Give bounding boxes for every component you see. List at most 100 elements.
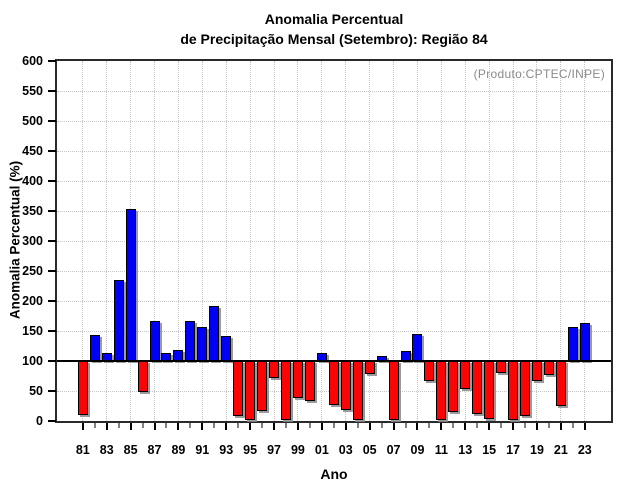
baseline-100	[57, 360, 611, 362]
y-tick	[48, 210, 56, 212]
bar-2020	[543, 361, 554, 376]
y-tick	[48, 240, 56, 242]
x-tick-major	[488, 423, 491, 430]
gridline-v	[273, 61, 275, 421]
plot-area: (Produto:CPTEC/INPE) 0 50 100 150 200 250 300 3…	[22, 54, 613, 457]
x-tick-major	[177, 423, 180, 430]
x-tick-label: 89	[171, 443, 186, 457]
x-tick-label: 93	[219, 443, 234, 457]
y-tick	[48, 90, 56, 92]
bar-2009	[412, 334, 423, 361]
x-tick-minor	[308, 423, 311, 428]
bar-2022	[567, 327, 578, 361]
x-tick-label: 11	[434, 443, 448, 457]
gridline-h	[57, 180, 611, 182]
gridline-v	[106, 61, 108, 421]
y-tick	[48, 270, 56, 272]
x-tick-major	[153, 423, 156, 430]
x-tick-major	[535, 423, 538, 430]
y-tick	[48, 360, 56, 362]
gridline-v	[536, 61, 538, 421]
x-tick-major	[105, 423, 108, 430]
bar-2018	[520, 361, 531, 416]
x-tick-major	[249, 423, 252, 430]
gridline-h	[57, 240, 611, 242]
bar-2011	[436, 361, 447, 421]
y-tick-label: 0	[36, 414, 43, 428]
x-tick-minor	[500, 423, 503, 428]
gridline-v	[416, 61, 418, 421]
x-tick-label: 07	[386, 443, 401, 457]
x-tick-label: 23	[577, 443, 592, 457]
x-tick-minor	[476, 423, 479, 428]
gridline-h	[57, 270, 611, 272]
bar-1990	[185, 320, 196, 361]
bar-2000	[304, 361, 315, 401]
bar-1986	[137, 361, 148, 393]
bar-2017	[508, 361, 519, 421]
chart-title-line2: de Precipitação Mensal (Setembro): Regiã…	[180, 31, 488, 47]
x-tick-major	[392, 423, 395, 430]
x-tick-major	[512, 423, 515, 430]
x-tick-major	[201, 423, 204, 430]
x-tick-minor	[524, 423, 527, 428]
x-tick-label: 99	[290, 443, 305, 457]
x-tick-minor	[547, 423, 550, 428]
y-tick-label: 400	[22, 174, 43, 188]
x-tick-label: 95	[243, 443, 258, 457]
bar-2014	[472, 361, 483, 414]
y-tick	[48, 60, 56, 62]
x-tick-minor	[165, 423, 168, 428]
gridline-v	[321, 61, 323, 421]
bar-1992	[209, 306, 220, 361]
x-tick-major	[583, 423, 586, 430]
x-tick-minor	[213, 423, 216, 428]
gridline-v	[393, 61, 395, 421]
y-tick-label: 600	[22, 54, 43, 68]
bar-1998	[280, 361, 291, 420]
bar-1996	[257, 361, 268, 411]
gridline-h	[57, 330, 611, 332]
gridline-h	[57, 210, 611, 212]
y-tick-label: 500	[22, 114, 43, 128]
x-tick-label: 91	[195, 443, 210, 457]
x-tick-major	[440, 423, 443, 430]
x-tick-label: 13	[458, 443, 473, 457]
x-tick-major	[81, 423, 84, 430]
y-tick	[48, 420, 56, 422]
bar-1984	[113, 280, 124, 361]
bar-1995	[245, 361, 256, 421]
gridline-v	[249, 61, 251, 421]
bar-2010	[424, 361, 435, 382]
x-tick-minor	[380, 423, 383, 428]
x-tick-label: 83	[99, 443, 114, 457]
bar-2019	[531, 361, 542, 381]
gridline-v	[154, 61, 155, 421]
gridline-v	[369, 61, 371, 421]
x-tick-label: 03	[338, 443, 353, 457]
gridline-v	[560, 61, 562, 421]
x-tick-minor	[356, 423, 359, 428]
x-tick-minor	[404, 423, 407, 428]
x-axis-label: Ano	[320, 466, 348, 482]
produto-annotation: (Produto:CPTEC/INPE)	[473, 67, 605, 81]
chart-title: Anomalia Percentual de Precipitação Mens…	[57, 9, 611, 49]
x-tick-minor	[571, 423, 574, 428]
gridline-h	[57, 150, 611, 152]
x-tick-label: 01	[314, 443, 329, 457]
x-tick-label: 87	[147, 443, 162, 457]
x-tick-minor	[284, 423, 287, 428]
gridline-h	[57, 90, 611, 92]
x-tick-minor	[141, 423, 144, 428]
gridline-v	[488, 61, 490, 421]
bar-2013	[460, 361, 471, 390]
bar-2005	[364, 361, 375, 374]
x-tick-major	[368, 423, 371, 430]
x-tick-label: 15	[482, 443, 497, 457]
y-tick-label: 300	[22, 234, 43, 248]
gridline-v	[82, 61, 84, 421]
gridline-v	[177, 61, 179, 421]
x-tick-label: 81	[75, 443, 90, 457]
y-tick	[48, 390, 56, 392]
x-tick-label: 17	[506, 443, 521, 457]
